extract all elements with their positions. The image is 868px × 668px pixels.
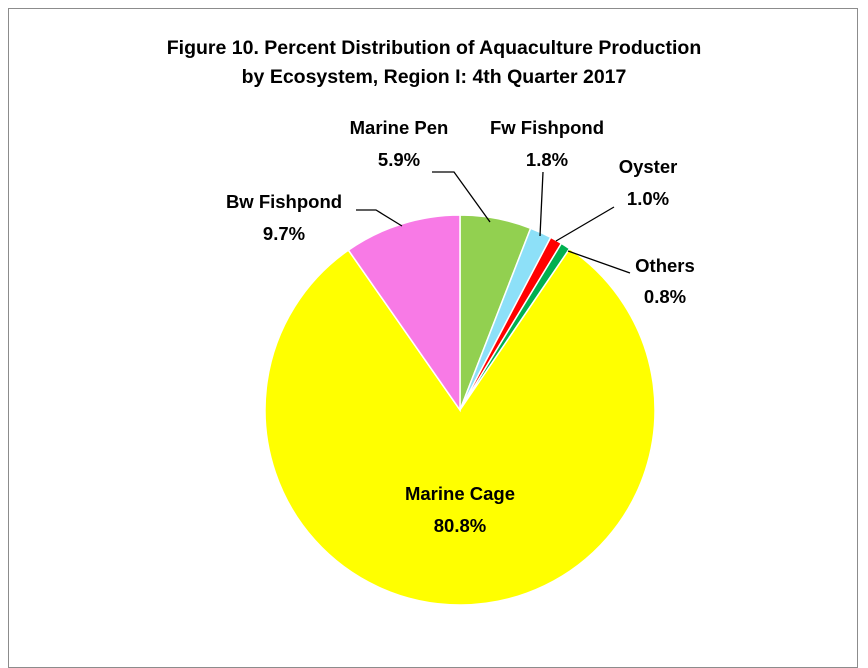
leader-line-bw-fishpond bbox=[356, 209, 403, 227]
category-label: Marine Cage bbox=[405, 483, 515, 504]
value-label: 9.7% bbox=[263, 223, 305, 244]
chart-title-line-1: Figure 10. Percent Distribution of Aquac… bbox=[167, 37, 702, 59]
leader-line-fw-fishpond bbox=[539, 171, 544, 237]
category-label: Oyster bbox=[619, 156, 678, 177]
pie-slice-bw-fishpond bbox=[347, 214, 461, 413]
value-label: 1.0% bbox=[627, 188, 669, 209]
chart-title-line-2: by Ecosystem, Region I: 4th Quarter 2017 bbox=[242, 66, 627, 88]
leader-line-oyster bbox=[555, 206, 615, 242]
pie-slice-marine-cage bbox=[264, 247, 656, 606]
value-label: 0.8% bbox=[644, 286, 686, 307]
leader-line-marine-pen bbox=[432, 171, 491, 223]
category-label: Marine Pen bbox=[350, 117, 449, 138]
leader-lines bbox=[356, 171, 631, 274]
value-label: 5.9% bbox=[378, 149, 420, 170]
value-label: 1.8% bbox=[526, 149, 568, 170]
value-label: 80.8% bbox=[434, 515, 486, 536]
data-labels: Marine Pen 5.9% Fw Fishpond 1.8% Oyster 1.0% O… bbox=[226, 117, 695, 536]
category-label: Bw Fishpond bbox=[226, 191, 342, 212]
category-label: Fw Fishpond bbox=[490, 117, 604, 138]
category-label: Others bbox=[635, 255, 695, 276]
leader-line-others bbox=[567, 250, 631, 274]
pie-chart: Figure 10. Percent Distribution of Aquac… bbox=[167, 37, 702, 606]
pie-slices bbox=[264, 214, 656, 606]
